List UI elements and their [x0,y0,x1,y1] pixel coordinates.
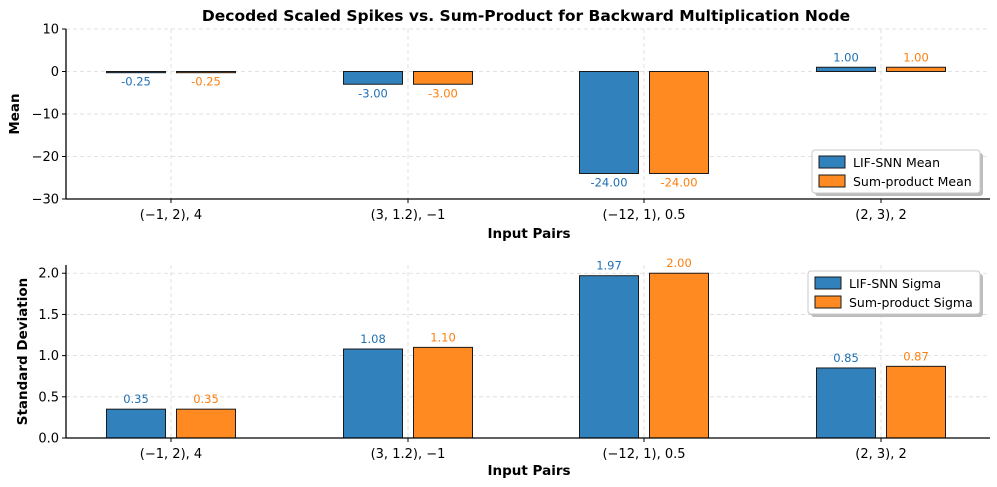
bar-lif-1 [343,348,403,439]
bar-lif-1 [343,71,403,85]
bar-lif-2 [579,275,639,439]
y-tick-label: 2.0 [38,267,59,282]
data-label: 1.97 [596,259,622,273]
data-label: -0.25 [191,75,221,89]
y-tick-label: −20 [32,150,59,165]
std-panel: 0.35 1.08 1.97 0.85 0.35 1.10 2.00 0.87 0.0 0.5 1.… [15,256,990,479]
bar-lif-3 [816,367,876,439]
legend-swatch [818,155,846,169]
y-tick-label: 10 [42,23,59,38]
data-label: -3.00 [428,86,458,100]
x-tick-label: (−1, 2), 4 [140,447,202,462]
data-label: 1.10 [430,330,456,344]
y-tick-label: −30 [32,193,59,208]
legend-label: Sum-product Sigma [849,295,973,310]
data-label: 0.35 [193,392,219,406]
x-tick-label: (−12, 1), 0.5 [602,208,685,223]
x-tick-label: (3, 1.2), −1 [371,447,446,462]
bar-lif-0 [106,71,166,74]
bar-sum-3 [886,66,946,72]
data-label: -24.00 [590,176,627,190]
bar-sum-0 [176,71,236,74]
x-axis-label: Input Pairs [487,226,570,242]
legend-label: LIF-SNN Sigma [849,276,941,291]
bar-lif-0 [106,408,166,439]
bar-sum-3 [886,365,946,439]
data-label: 2.00 [666,256,692,270]
y-tick-label: 0 [51,65,59,80]
data-label: 0.35 [123,392,149,406]
mean-panel: -0.25 -3.00 -24.00 1.00 -0.25 -3.00 -24.00 1.00… [7,23,990,242]
legend-swatch [818,174,846,188]
x-tick-label: (2, 3), 2 [855,208,907,223]
bar-lif-2 [579,71,639,174]
bar-sum-1 [413,71,473,85]
legend-swatch [814,295,842,309]
x-tick-label: (−1, 2), 4 [140,208,202,223]
data-label: 1.08 [360,332,386,346]
data-label: -3.00 [358,86,388,100]
legend: LIF-SNN Mean Sum-product Mean [811,149,983,196]
legend-swatch [814,276,842,290]
data-label: 1.00 [833,50,859,64]
data-label: 0.87 [903,349,929,363]
bar-sum-0 [176,408,236,439]
legend-label: Sum-product Mean [853,174,972,189]
bar-sum-1 [413,346,473,439]
y-axis-label: Standard Deviation [15,278,31,426]
chart-title: Decoded Scaled Spikes vs. Sum-Product fo… [202,7,850,25]
y-tick-label: 1.5 [38,308,59,323]
y-tick-label: 0.5 [38,390,59,405]
legend-box [807,270,981,315]
bar-lif-3 [816,66,876,72]
data-label: -24.00 [660,176,697,190]
data-label: 1.00 [903,50,929,64]
data-label: 0.85 [833,351,859,365]
legend: LIF-SNN Sigma Sum-product Sigma [807,270,983,317]
x-tick-label: (2, 3), 2 [855,447,907,462]
data-label: -0.25 [121,75,151,89]
x-tick-label: (−12, 1), 0.5 [602,447,685,462]
legend-box [811,149,981,194]
y-axis-label: Mean [7,93,23,134]
y-tick-label: 0.0 [38,432,59,447]
y-tick-label: 1.0 [38,349,59,364]
legend-label: LIF-SNN Mean [853,155,940,170]
x-tick-label: (3, 1.2), −1 [371,208,446,223]
y-tick-label: −10 [32,108,59,123]
bar-sum-2 [649,71,709,174]
bar-sum-2 [649,272,709,439]
x-axis-label: Input Pairs [487,463,570,479]
